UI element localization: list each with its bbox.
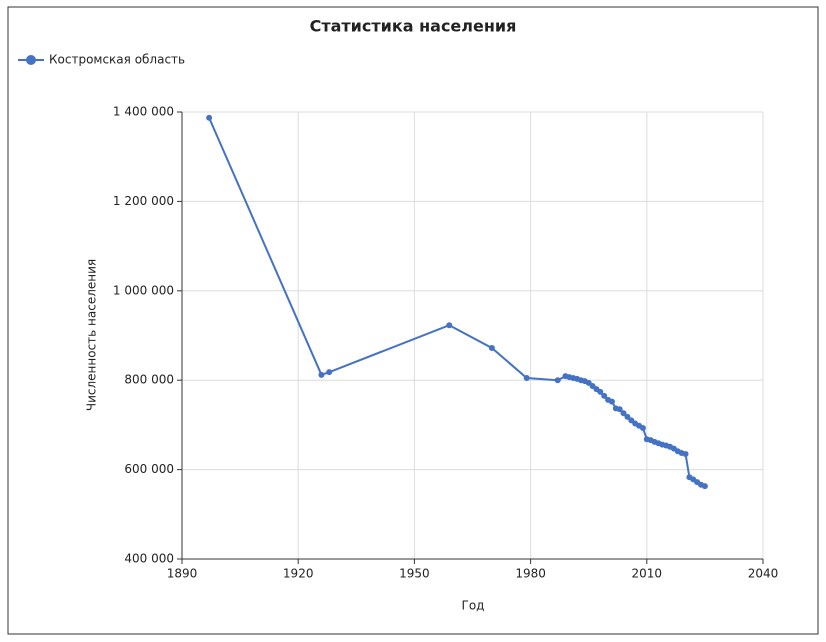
data-point <box>639 425 646 432</box>
data-point <box>620 410 627 417</box>
data-point <box>608 398 615 405</box>
x-tick-label: 2040 <box>748 567 779 581</box>
y-tick-label: 400 000 <box>124 552 174 566</box>
x-tick-label: 2010 <box>632 567 663 581</box>
data-point <box>616 406 623 413</box>
data-point <box>601 392 608 399</box>
y-tick-label: 800 000 <box>124 373 174 387</box>
data-point <box>206 114 213 121</box>
data-point <box>624 413 631 420</box>
x-tick-label: 1920 <box>283 567 314 581</box>
y-tick-label: 600 000 <box>124 462 174 476</box>
x-axis-label: Год <box>462 599 485 613</box>
x-tick-label: 1890 <box>167 567 198 581</box>
y-tick-label: 1 000 000 <box>113 283 174 297</box>
data-point <box>554 377 561 384</box>
data-point <box>523 374 530 381</box>
legend-label: Костромская область <box>49 53 185 67</box>
data-point <box>701 483 708 490</box>
data-point <box>326 369 333 376</box>
data-point <box>488 345 495 352</box>
frame <box>7 6 819 635</box>
x-tick-label: 1950 <box>399 567 430 581</box>
data-point <box>318 371 325 378</box>
data-point <box>446 322 453 329</box>
legend-marker <box>26 55 36 65</box>
y-tick-label: 1 400 000 <box>113 105 174 119</box>
data-point <box>682 450 689 457</box>
data-point <box>597 388 604 395</box>
chart-title: Статистика населения <box>310 17 517 36</box>
y-axis-label: Численность населения <box>85 259 99 411</box>
x-tick-label: 1980 <box>515 567 546 581</box>
y-tick-label: 1 200 000 <box>113 194 174 208</box>
